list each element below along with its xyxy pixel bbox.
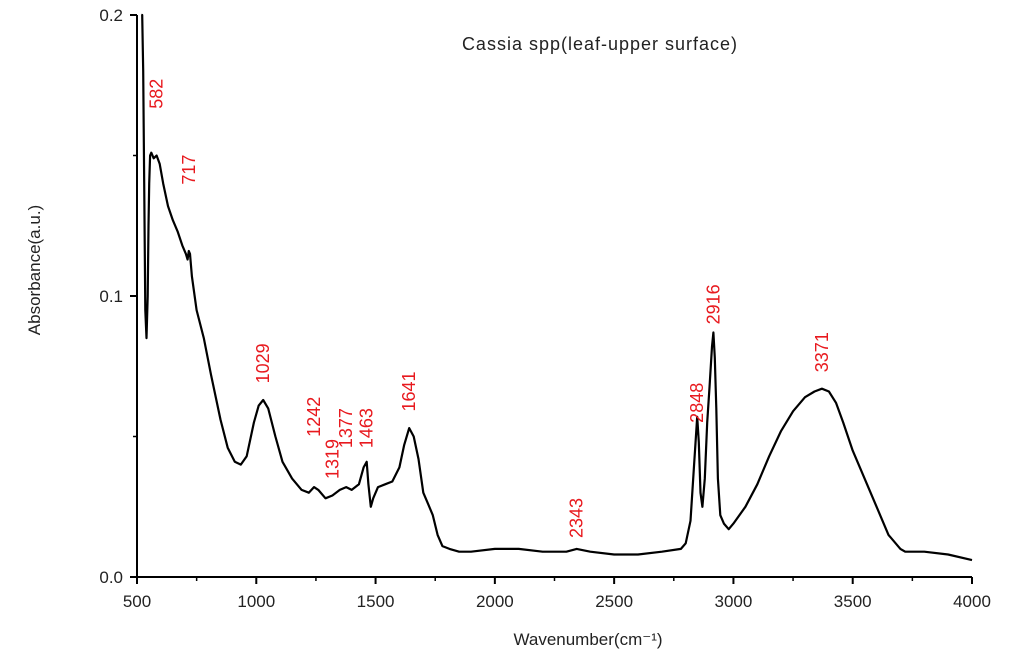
y-axis-ticks: 0.0 0.1 0.2 <box>99 6 137 587</box>
peak-label: 717 <box>179 155 199 185</box>
y-axis-label: Absorbance(a.u.) <box>25 205 44 335</box>
x-tick-label: 2500 <box>595 592 633 611</box>
x-axis-ticks: 500 1000 1500 2000 2500 3000 3500 4000 <box>123 577 991 611</box>
peak-label: 1242 <box>304 397 324 437</box>
y-tick-label: 0.0 <box>99 568 123 587</box>
x-tick-label: 2000 <box>476 592 514 611</box>
peak-label: 1463 <box>357 408 377 448</box>
x-tick-label: 1500 <box>357 592 395 611</box>
peak-label: 1029 <box>253 343 273 383</box>
x-axis-label: Wavenumber(cm⁻¹) <box>513 630 662 649</box>
peak-label: 2848 <box>687 383 707 423</box>
x-tick-label: 4000 <box>953 592 991 611</box>
peak-label: 582 <box>147 79 167 109</box>
plot-area <box>141 13 973 562</box>
peak-label: 3371 <box>812 332 832 372</box>
x-tick-label: 3000 <box>715 592 753 611</box>
y-tick-label: 0.1 <box>99 287 123 306</box>
x-tick-label: 3500 <box>834 592 872 611</box>
y-tick-label: 0.2 <box>99 6 123 25</box>
axes <box>136 15 972 578</box>
peak-label: 1319 <box>322 439 342 479</box>
peak-label: 1641 <box>399 371 419 411</box>
x-tick-label: 1000 <box>237 592 275 611</box>
chart-title: Cassia spp(leaf-upper surface) <box>462 34 738 54</box>
x-tick-label: 500 <box>123 592 151 611</box>
spectrum-line <box>141 13 973 562</box>
peak-label: 2343 <box>567 498 587 538</box>
peak-label: 1377 <box>336 408 356 448</box>
peak-label: 2916 <box>703 284 723 324</box>
